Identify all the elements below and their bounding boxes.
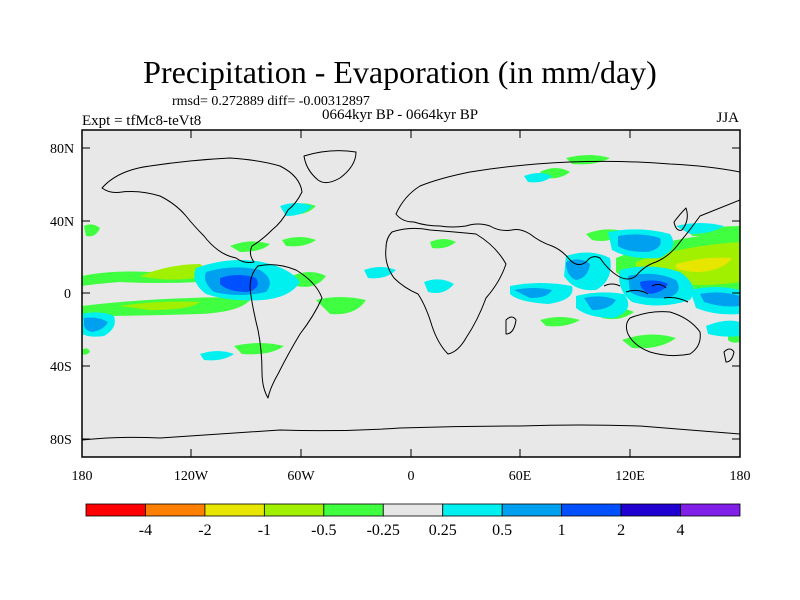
coastline-indonesia — [603, 283, 689, 303]
anomaly-patch — [234, 343, 284, 355]
anomaly-patch — [540, 317, 580, 327]
anomaly-patch — [84, 317, 108, 332]
anomaly-patch — [316, 297, 366, 315]
coastline-greenland — [303, 150, 357, 184]
colorbar-label: 0.5 — [492, 522, 512, 539]
colorbar-swatch — [382, 503, 444, 517]
lon-label-60w: 60W — [287, 469, 315, 484]
colorbar-label: -1 — [258, 522, 271, 539]
anomaly-patch — [430, 239, 456, 249]
colorbar-label: 1 — [558, 522, 566, 539]
latitude-ticks — [82, 147, 740, 440]
anomaly-patch — [140, 264, 204, 280]
lat-label-80s: 80S — [50, 433, 72, 448]
anomaly-patch — [622, 334, 676, 349]
coastline-europe-asia — [395, 160, 740, 280]
lon-label-0: 0 — [408, 469, 415, 484]
experiment-label: Expt = tfMc8-teVt8 — [82, 113, 202, 129]
plot-title: Precipitation - Evaporation (in mm/day) — [143, 54, 657, 90]
anomaly-fields — [82, 155, 740, 361]
anomaly-patch — [230, 241, 270, 252]
lon-label-60e: 60E — [509, 469, 532, 484]
coastline-antarctica — [82, 424, 740, 441]
colorbar-label: 2 — [617, 522, 625, 539]
coastline-japan — [673, 207, 688, 231]
colorbar-label: 4 — [677, 522, 685, 539]
colorbar-label: -0.25 — [367, 522, 400, 539]
colorbar — [85, 503, 741, 517]
anomaly-patch — [514, 288, 552, 298]
anomaly-patch — [120, 301, 200, 310]
coastline-australia — [625, 311, 701, 357]
anomaly-patch — [618, 234, 661, 252]
lon-label-120e: 120E — [615, 469, 645, 484]
anomaly-patch — [280, 203, 312, 216]
colorbar-swatch — [204, 503, 265, 517]
rmsd-diff-stats: rmsd= 0.272889 diff= -0.00312897 — [172, 94, 370, 109]
colorbar-swatch — [323, 503, 384, 517]
anomaly-patch — [220, 275, 258, 292]
coastline-north-america — [101, 157, 303, 263]
lon-label-180w: 180 — [72, 469, 93, 484]
colorbar-label: -2 — [198, 522, 211, 539]
anomaly-patch — [690, 226, 740, 236]
lon-label-120w: 120W — [174, 469, 209, 484]
colorbar-swatch — [620, 503, 681, 517]
lat-label-80n: 80N — [50, 142, 74, 157]
anomaly-patch — [640, 280, 668, 294]
colorbar-label: -4 — [139, 522, 152, 539]
anomaly-patch — [364, 267, 396, 279]
colorbar-label: 0.25 — [429, 522, 457, 539]
colorbar-swatch — [263, 503, 325, 517]
anomaly-patch — [424, 279, 454, 293]
coastlines — [82, 150, 740, 441]
coastline-madagascar — [505, 316, 517, 335]
coastline-south-america — [249, 264, 323, 399]
colorbar-labels: -4 -2 -1 -0.5 -0.25 0.25 0.5 1 2 4 — [139, 522, 685, 539]
anomaly-patch — [676, 223, 724, 234]
anomaly-patch — [584, 296, 616, 310]
colorbar-swatch — [561, 503, 622, 517]
lat-label-40n: 40N — [50, 215, 74, 230]
colorbar-swatch — [501, 503, 563, 517]
anomaly-patch — [84, 224, 100, 237]
anomaly-patch — [282, 237, 316, 247]
lat-label-0: 0 — [64, 287, 71, 302]
lon-label-180e: 180 — [730, 469, 751, 484]
anomaly-patch — [566, 259, 590, 280]
anomaly-patch — [706, 320, 740, 337]
anomaly-patch — [676, 257, 732, 272]
anomaly-patch — [200, 351, 234, 361]
colorbar-swatch — [85, 503, 146, 517]
anomaly-patch — [82, 348, 90, 355]
lat-label-40s: 40S — [50, 360, 72, 375]
anomaly-patch — [700, 292, 740, 307]
coastline-new-zealand — [723, 348, 735, 363]
season-label: JJA — [716, 110, 739, 126]
anomaly-patch — [524, 173, 552, 183]
coastline-africa — [385, 227, 507, 355]
period-label: 0664kyr BP - 0664kyr BP — [322, 107, 479, 123]
colorbar-swatch — [680, 503, 741, 517]
colorbar-label: -0.5 — [311, 522, 336, 539]
longitude-ticks — [190, 130, 631, 457]
colorbar-swatch — [145, 503, 206, 517]
colorbar-swatch — [442, 503, 503, 517]
